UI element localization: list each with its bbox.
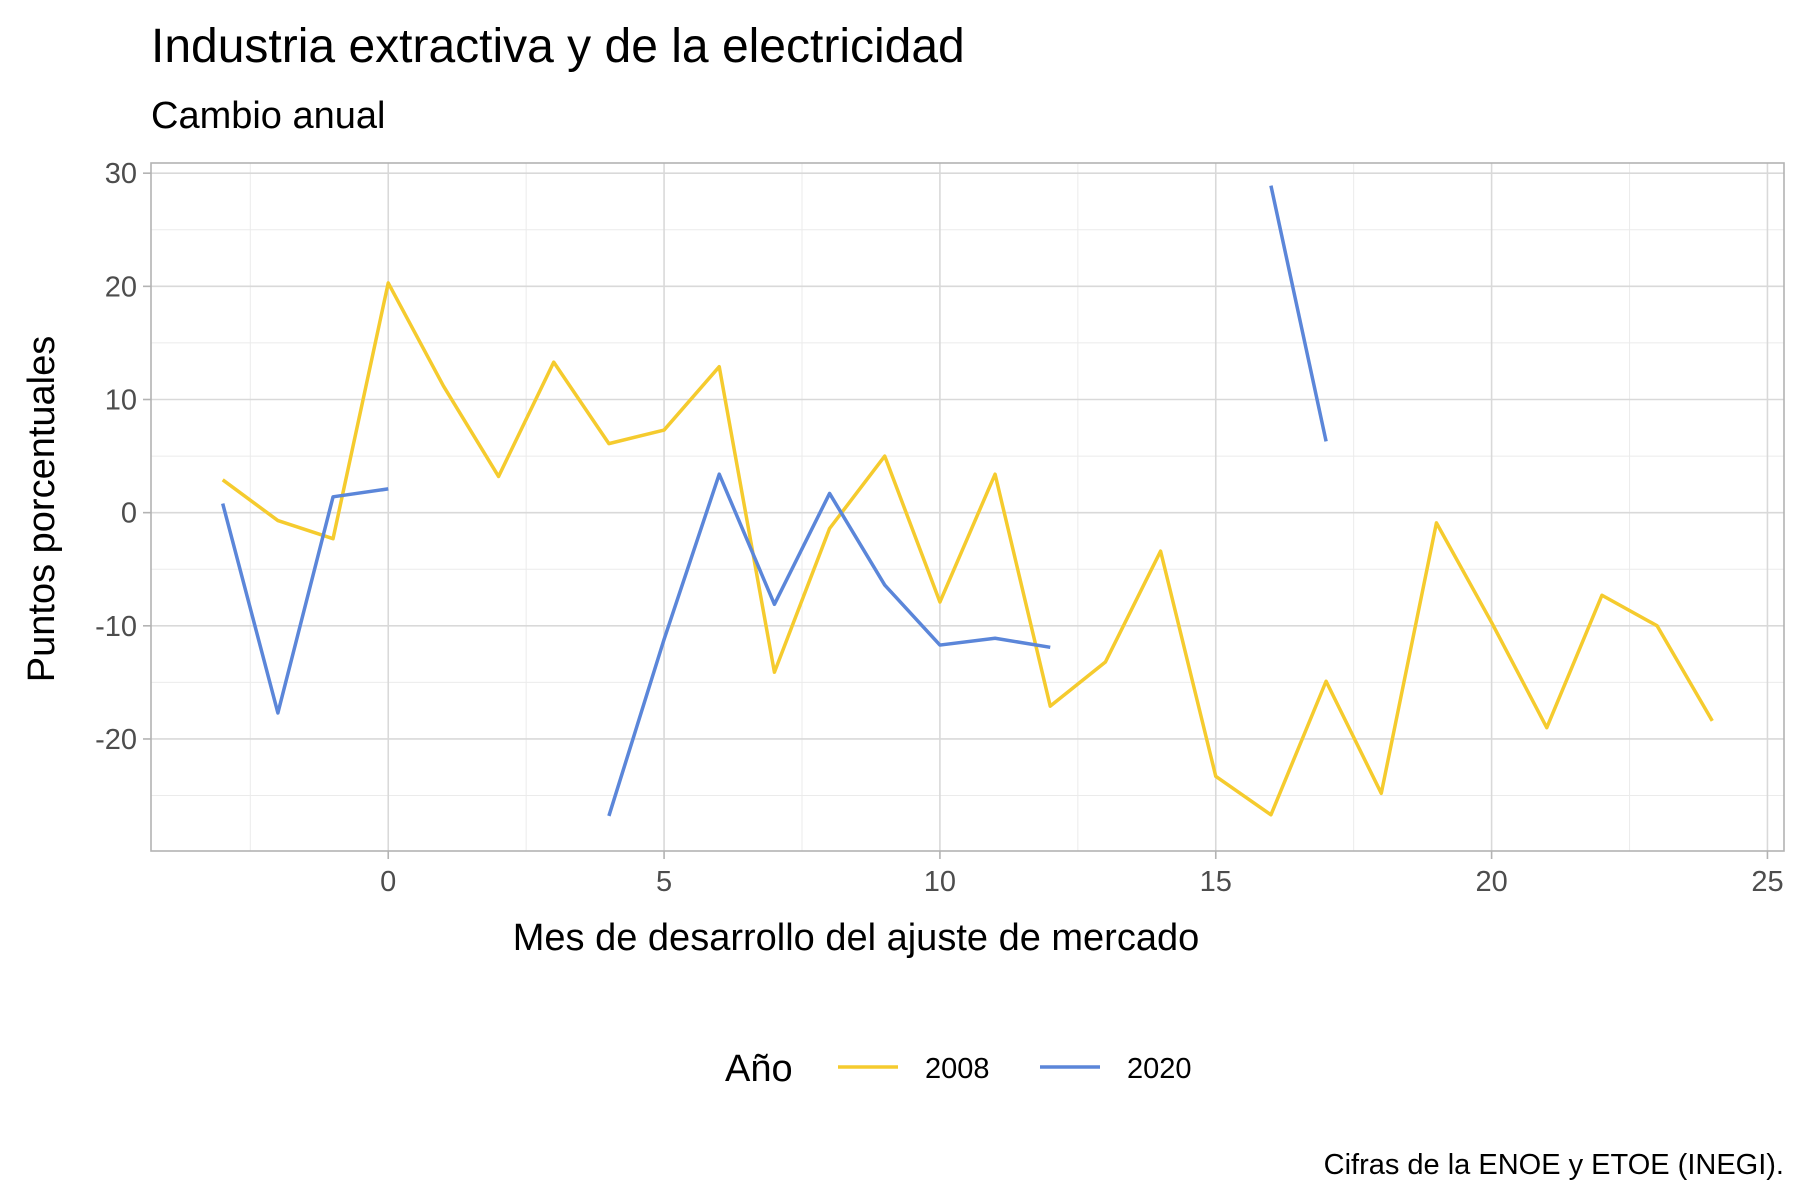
chart-caption: Cifras de la ENOE y ETOE (INEGI). [1324,1149,1784,1181]
x-tick-label: 0 [380,866,396,898]
chart-subtitle: Cambio anual [151,95,385,137]
series-line-2008-segment-1 [221,281,1714,817]
x-tick-label: 5 [656,866,672,898]
y-axis-title: Puntos porcentuales [21,336,63,682]
x-tick-label: 10 [924,866,956,898]
plot-panel [150,162,1785,852]
x-axis-title: Mes de desarrollo del ajuste de mercado [513,917,1200,959]
y-tick-label: 30 [105,158,137,190]
y-tick-label: 20 [105,271,137,303]
y-tick-label: -10 [95,611,137,643]
x-tick-label: 20 [1475,866,1507,898]
series-line-2020-segment-3 [1269,185,1328,442]
legend-label-2008: 2008 [925,1053,990,1085]
legend: Año 2008 2020 [725,1048,1192,1090]
y-axis: -20 -10 0 10 20 30 [95,158,151,756]
plot-border [150,162,1785,852]
series-line-2020-segment-2 [607,472,1051,817]
y-tick-label: -20 [95,724,137,756]
legend-label-2020: 2020 [1127,1053,1192,1085]
plot-background [151,163,1784,851]
series-lines [221,185,1714,817]
legend-title: Año [725,1048,793,1090]
x-tick-label: 15 [1200,866,1232,898]
x-tick-label: 25 [1751,866,1783,898]
chart-title: Industria extractiva y de la electricida… [151,20,965,73]
series-line-2020-segment-1 [221,487,389,715]
minor-gridlines [151,163,1784,851]
y-tick-label: 10 [105,385,137,417]
y-tick-label: 0 [121,498,137,530]
major-gridlines [151,163,1784,851]
x-axis: 0 5 10 15 20 25 [380,851,1784,898]
